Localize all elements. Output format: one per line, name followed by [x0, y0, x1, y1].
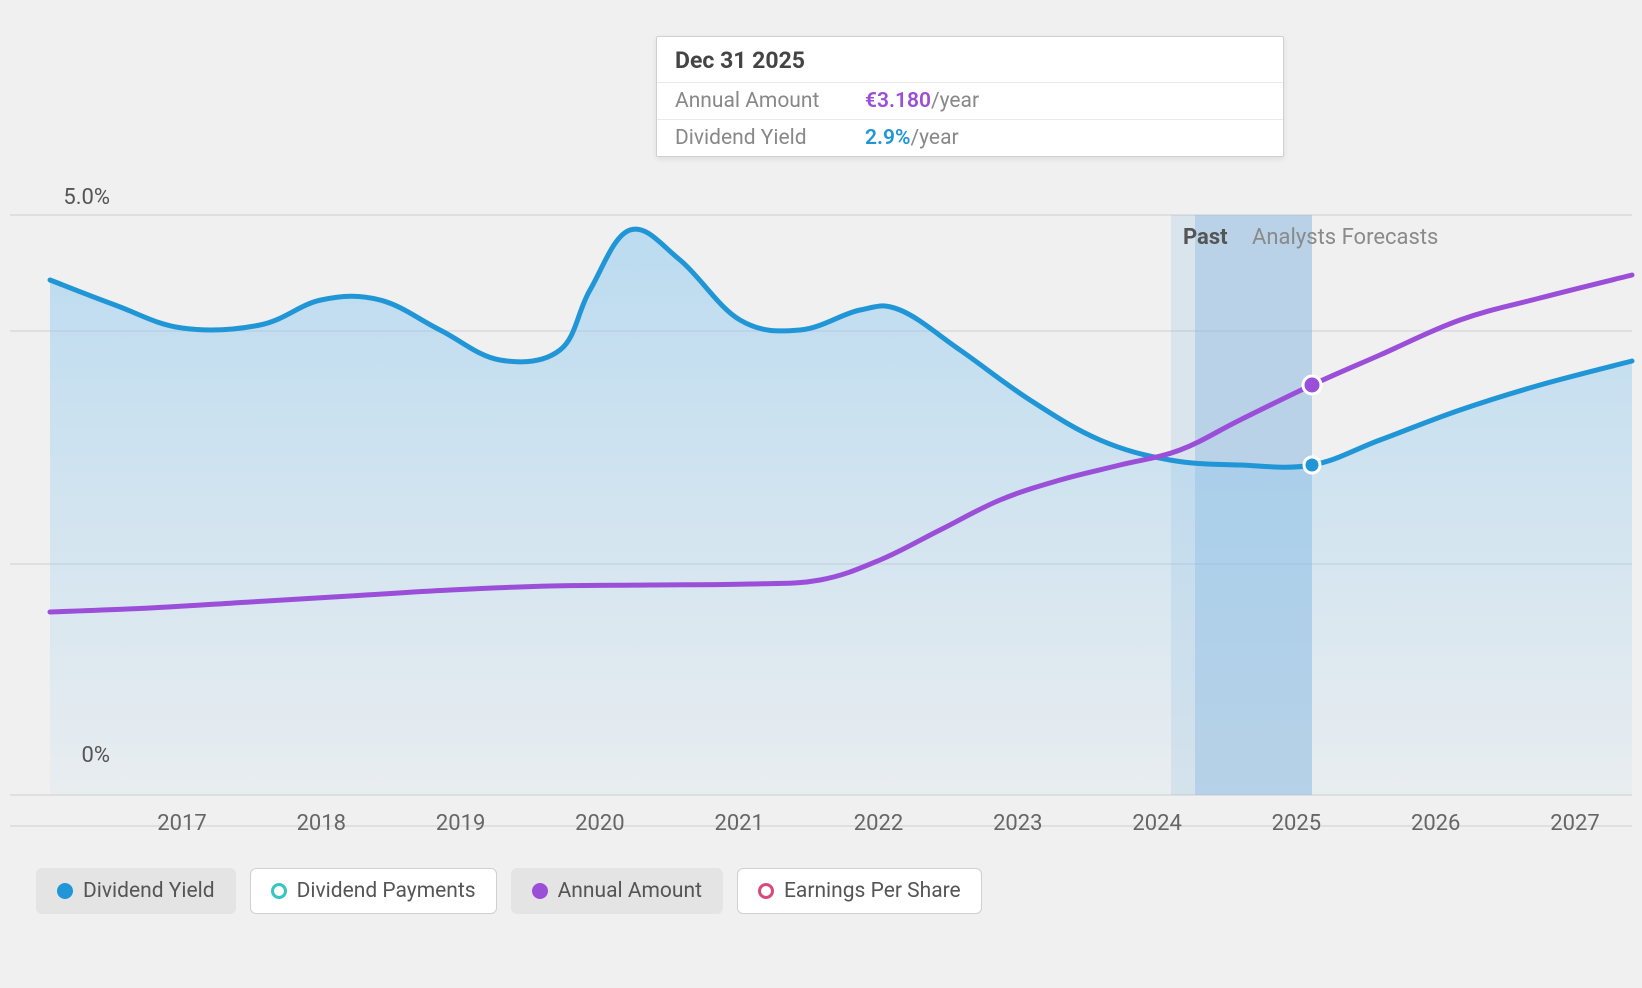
legend-label: Annual Amount	[558, 879, 702, 903]
legend-label: Earnings Per Share	[784, 879, 961, 903]
tooltip-row-label: Dividend Yield	[675, 126, 865, 150]
legend-item-earnings-per-share[interactable]: Earnings Per Share	[737, 868, 982, 914]
tooltip-row-value: €3.180/year	[865, 89, 979, 113]
chart-tooltip: Dec 31 2025 Annual Amount€3.180/yearDivi…	[656, 36, 1284, 157]
legend-item-dividend-yield[interactable]: Dividend Yield	[36, 868, 236, 914]
x-tick-label: 2025	[1272, 811, 1321, 836]
legend-item-dividend-payments[interactable]: Dividend Payments	[250, 868, 497, 914]
x-tick-label: 2022	[854, 811, 903, 836]
y-tick-label: 5.0%	[0, 185, 110, 210]
region-label-forecast: Analysts Forecasts	[1252, 225, 1438, 250]
legend-marker	[532, 883, 548, 899]
x-tick-label: 2018	[297, 811, 346, 836]
region-label-past: Past	[1183, 225, 1228, 250]
x-tick-label: 2019	[436, 811, 485, 836]
tooltip-date: Dec 31 2025	[657, 37, 1283, 82]
x-tick-label: 2021	[714, 811, 763, 836]
x-tick-label: 2023	[993, 811, 1042, 836]
x-tick-label: 2017	[157, 811, 206, 836]
tooltip-row: Dividend Yield2.9%/year	[657, 119, 1283, 156]
legend-item-annual-amount[interactable]: Annual Amount	[511, 868, 723, 914]
y-tick-label: 0%	[0, 743, 110, 768]
legend-marker	[758, 883, 774, 899]
dividend-chart: 2017 2018 2019 2020 2021 2022 2023 2024 2025 2026…	[0, 0, 1642, 988]
legend-label: Dividend Payments	[297, 879, 476, 903]
chart-legend: Dividend Yield Dividend Payments Annual Am…	[36, 868, 982, 914]
legend-label: Dividend Yield	[83, 879, 215, 903]
x-tick-label: 2020	[575, 811, 624, 836]
x-tick-label: 2027	[1550, 811, 1599, 836]
x-tick-label: 2026	[1411, 811, 1460, 836]
legend-marker	[271, 883, 287, 899]
x-tick-label: 2024	[1132, 811, 1181, 836]
tooltip-row-label: Annual Amount	[675, 89, 865, 113]
tooltip-row: Annual Amount€3.180/year	[657, 82, 1283, 119]
tooltip-row-value: 2.9%/year	[865, 126, 959, 150]
legend-marker	[57, 883, 73, 899]
